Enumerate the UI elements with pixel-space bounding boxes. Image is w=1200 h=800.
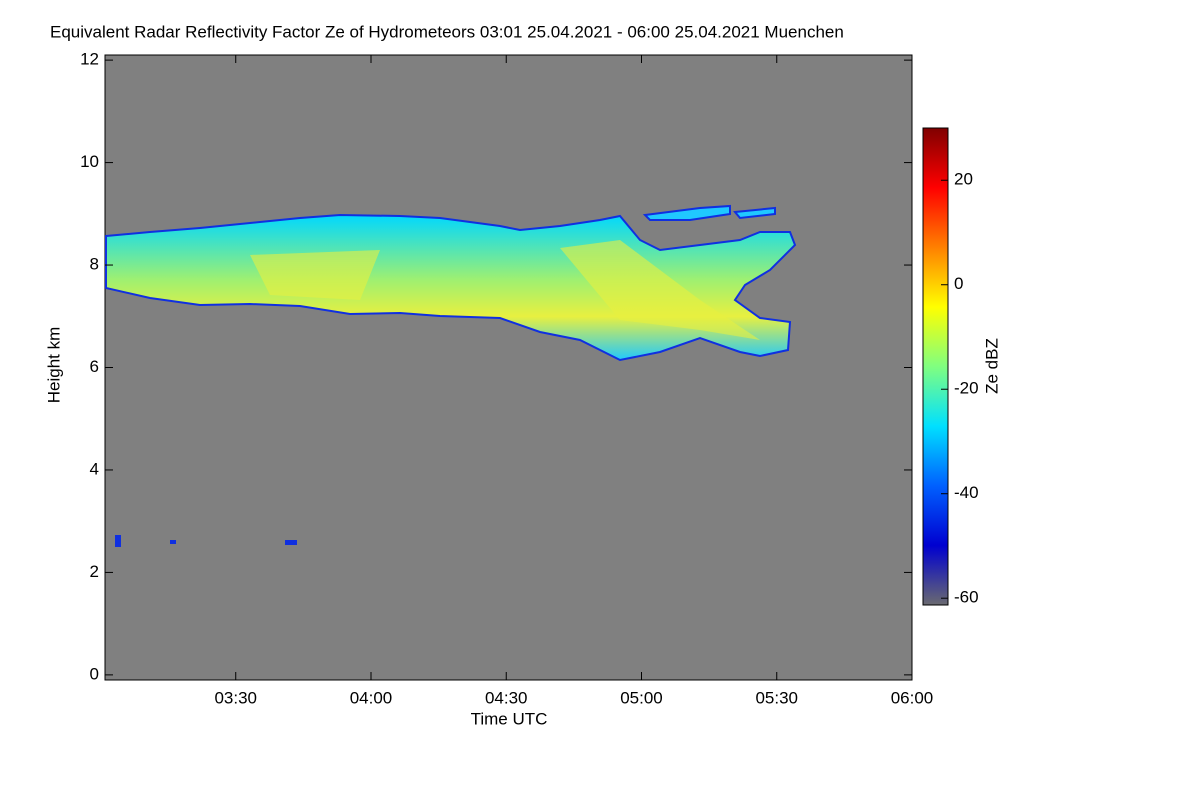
x-tick-label: 05:00 xyxy=(620,688,663,707)
y-tick-label: 4 xyxy=(90,459,99,478)
colorbar-label: Ze dBZ xyxy=(982,338,1001,394)
y-tick-label: 8 xyxy=(90,255,99,274)
colorbar-tick-label: 0 xyxy=(954,274,963,293)
x-tick-label: 05:30 xyxy=(755,688,798,707)
x-tick-label: 03:30 xyxy=(214,688,257,707)
plot-area xyxy=(104,54,913,681)
y-tick-label: 0 xyxy=(90,664,99,683)
y-tick-label: 6 xyxy=(90,357,99,376)
colorbar-tick-label: -40 xyxy=(954,483,979,502)
chart-title: Equivalent Radar Reflectivity Factor Ze … xyxy=(50,22,844,41)
y-tick-label: 2 xyxy=(90,562,99,581)
y-tick-label: 12 xyxy=(80,50,99,69)
y-tick-label: 10 xyxy=(80,152,99,171)
x-axis-label: Time UTC xyxy=(471,709,548,728)
colorbar-tick-label: 20 xyxy=(954,170,973,189)
x-tick-label: 06:00 xyxy=(891,688,934,707)
colorbar xyxy=(922,127,949,606)
echo-field xyxy=(105,204,797,547)
x-tick-label: 04:30 xyxy=(485,688,528,707)
colorbar-tick-label: -60 xyxy=(954,588,979,607)
y-axis-label: Height km xyxy=(44,327,63,404)
colorbar-tick-label: -20 xyxy=(954,379,979,398)
x-tick-label: 04:00 xyxy=(350,688,393,707)
